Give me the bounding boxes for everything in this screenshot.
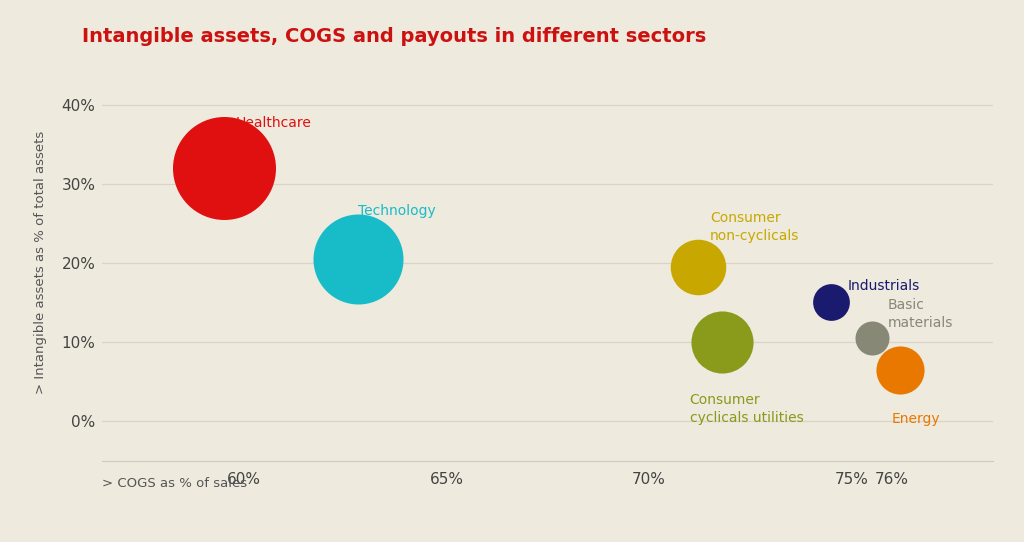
Point (892, 365, 908, 374)
Point (349, 255, 366, 263)
Text: Consumer
non-cyclicals: Consumer non-cyclicals (710, 211, 799, 243)
Text: Industrials: Industrials (848, 279, 920, 293)
Text: Basic
materials: Basic materials (888, 299, 953, 330)
Text: Energy: Energy (892, 411, 941, 425)
Point (689, 262, 706, 271)
Point (863, 334, 880, 343)
Text: > Intangible assets as % of total assets: > Intangible assets as % of total assets (34, 131, 46, 395)
Point (823, 298, 840, 307)
Text: > COGS as % of sales: > COGS as % of sales (102, 476, 248, 489)
Text: Intangible assets, COGS and payouts in different sectors: Intangible assets, COGS and payouts in d… (82, 27, 707, 46)
Text: Consumer
cyclicals utilities: Consumer cyclicals utilities (689, 393, 803, 425)
Point (714, 338, 730, 346)
Text: Technology: Technology (357, 203, 435, 217)
Text: Healthcare: Healthcare (236, 117, 312, 131)
Point (216, 164, 232, 172)
